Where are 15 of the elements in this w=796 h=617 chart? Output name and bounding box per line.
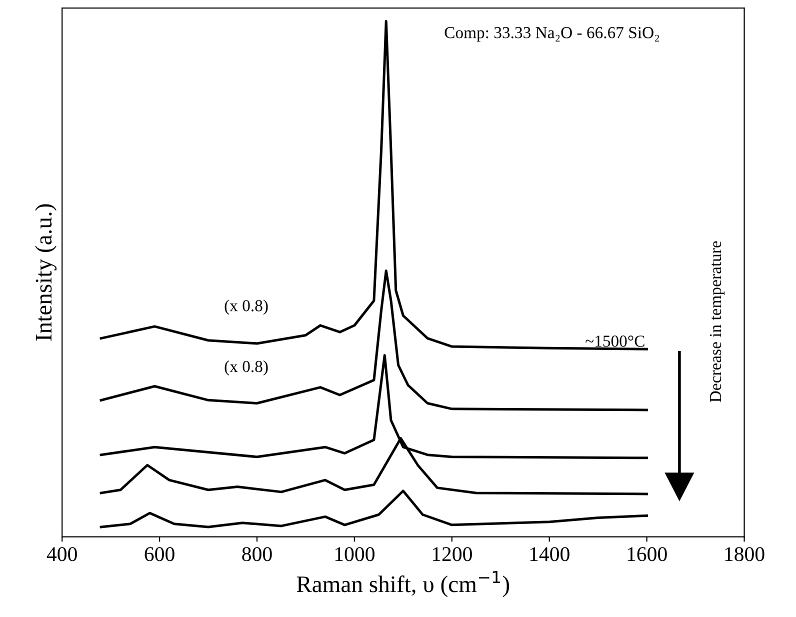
x-tick-label: 600 <box>144 547 174 562</box>
annotation: Comp: 33.33 Na₂O - 66.67 SiO₂ <box>444 27 659 42</box>
x-axis-title: Raman shift, υ (cm$^{−1}$) <box>296 570 510 598</box>
annotation: Decrease in temperature <box>710 241 725 402</box>
x-tick-label: 1400 <box>530 547 570 562</box>
x-tick-label: 1600 <box>628 547 667 562</box>
y-axis-title: Intensity (a.u.) <box>35 204 57 341</box>
x-tick-label: 400 <box>46 547 77 562</box>
x-tick-label: 800 <box>242 547 272 562</box>
annotation: ~1500°C <box>586 336 644 347</box>
x-tick-label: 1200 <box>432 547 472 562</box>
annotation: (x 0.8) <box>224 360 268 376</box>
annotation: (x 0.8) <box>224 300 268 315</box>
x-tick-label: 1000 <box>335 547 374 562</box>
x-tick-label: 1800 <box>725 547 764 562</box>
